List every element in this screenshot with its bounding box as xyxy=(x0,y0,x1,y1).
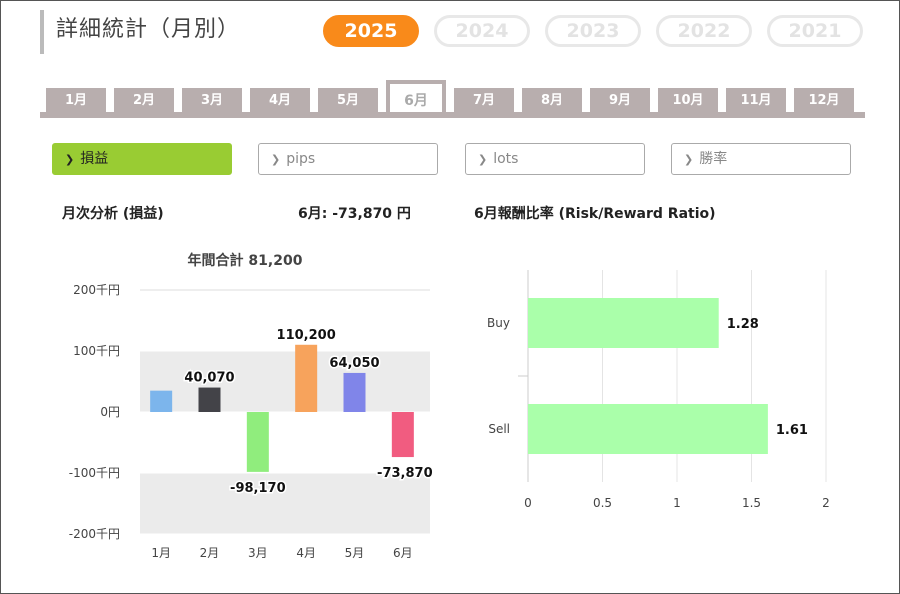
metric-label: pips xyxy=(286,151,316,167)
bar-3月 xyxy=(246,412,269,472)
metric-button-1[interactable]: ❯ pips xyxy=(258,143,438,175)
metric-label: 損益 xyxy=(80,151,109,167)
data-label: 1.28 xyxy=(727,317,759,332)
tab-month-9[interactable]: 9月 xyxy=(590,88,650,114)
chevron-right-icon: ❯ xyxy=(478,153,488,166)
x-tick-label: 1月 xyxy=(151,546,171,560)
tab-month-3[interactable]: 3月 xyxy=(182,88,242,114)
y-tick-label: 0円 xyxy=(100,405,120,419)
tab-month-6[interactable]: 6月 xyxy=(386,80,446,118)
year-button-2024[interactable]: 2024 xyxy=(434,15,530,47)
x-tick-label: 0 xyxy=(524,496,532,510)
monthly-analysis-heading: 月次分析 (損益) xyxy=(62,206,164,222)
tab-month-10[interactable]: 10月 xyxy=(658,88,718,114)
data-label: -98,170 xyxy=(230,481,286,496)
plot-band xyxy=(140,351,430,412)
x-tick-label: 0.5 xyxy=(593,496,612,510)
year-button-2022[interactable]: 2022 xyxy=(656,15,752,47)
y-tick-label: Buy xyxy=(487,316,510,330)
data-label: -73,870 xyxy=(377,466,433,481)
x-tick-label: 5月 xyxy=(345,546,365,560)
y-tick-label: Sell xyxy=(488,422,510,436)
tab-month-2[interactable]: 2月 xyxy=(114,88,174,114)
metric-label: lots xyxy=(493,151,519,167)
tab-month-5[interactable]: 5月 xyxy=(318,88,378,114)
year-button-2021[interactable]: 2021 xyxy=(767,15,863,47)
metric-button-3[interactable]: ❯ 勝率 xyxy=(671,143,851,175)
bar-2月 xyxy=(198,387,221,412)
x-tick-label: 1.5 xyxy=(742,496,761,510)
tab-month-11[interactable]: 11月 xyxy=(726,88,786,114)
bar-1月 xyxy=(150,390,173,412)
risk-reward-chart: 0 0.5 1 1.5 2 Buy 1.28 Sell 1.61 xyxy=(487,270,830,510)
bar-6月 xyxy=(391,412,414,458)
metric-label: 勝率 xyxy=(699,151,728,167)
x-tick-label: 3月 xyxy=(248,546,268,560)
year-button-2023[interactable]: 2023 xyxy=(545,15,641,47)
tab-month-1[interactable]: 1月 xyxy=(46,88,106,114)
metric-button-0[interactable]: ❯ 損益 xyxy=(52,143,232,175)
bar-4月 xyxy=(295,344,318,412)
tab-month-8[interactable]: 8月 xyxy=(522,88,582,114)
y-tick-label: 100千円 xyxy=(73,344,120,358)
chevron-right-icon: ❯ xyxy=(271,153,281,166)
page-title: 詳細統計（月別） xyxy=(56,17,241,42)
title-bar: 詳細統計（月別） xyxy=(40,10,240,54)
data-label: 40,070 xyxy=(184,371,234,386)
monthly-pnl-chart: 200千円 100千円 0円 -100千円 -200千円 1月 2月 40,070 3月 -98,… xyxy=(69,283,434,560)
bar-Buy xyxy=(528,298,719,348)
x-tick-label: 2 xyxy=(822,496,830,510)
x-tick-label: 2月 xyxy=(200,546,220,560)
data-label: 110,200 xyxy=(277,328,336,343)
bar-Sell xyxy=(528,404,768,454)
tab-month-7[interactable]: 7月 xyxy=(454,88,514,114)
x-tick-label: 6月 xyxy=(393,546,413,560)
chevron-right-icon: ❯ xyxy=(684,153,694,166)
monthly-summary: 6月: -73,870 円 xyxy=(298,206,411,222)
chevron-right-icon: ❯ xyxy=(65,153,75,166)
plot-band xyxy=(140,473,430,534)
tab-month-4[interactable]: 4月 xyxy=(250,88,310,114)
annual-total: 年間合計 81,200 xyxy=(187,253,303,269)
y-tick-label: -100千円 xyxy=(69,466,120,480)
tab-month-12[interactable]: 12月 xyxy=(794,88,854,114)
metric-button-2[interactable]: ❯ lots xyxy=(465,143,645,175)
y-tick-label: -200千円 xyxy=(69,527,120,541)
y-tick-label: 200千円 xyxy=(73,283,120,297)
data-label: 1.61 xyxy=(776,423,808,438)
data-label: 64,050 xyxy=(329,356,379,371)
year-button-2025[interactable]: 2025 xyxy=(323,15,419,47)
x-tick-label: 1 xyxy=(673,496,681,510)
month-tabs-underline xyxy=(40,112,865,118)
x-tick-label: 4月 xyxy=(296,546,316,560)
bar-5月 xyxy=(343,372,366,412)
rr-heading: 6月報酬比率 (Risk/Reward Ratio) xyxy=(474,206,716,222)
